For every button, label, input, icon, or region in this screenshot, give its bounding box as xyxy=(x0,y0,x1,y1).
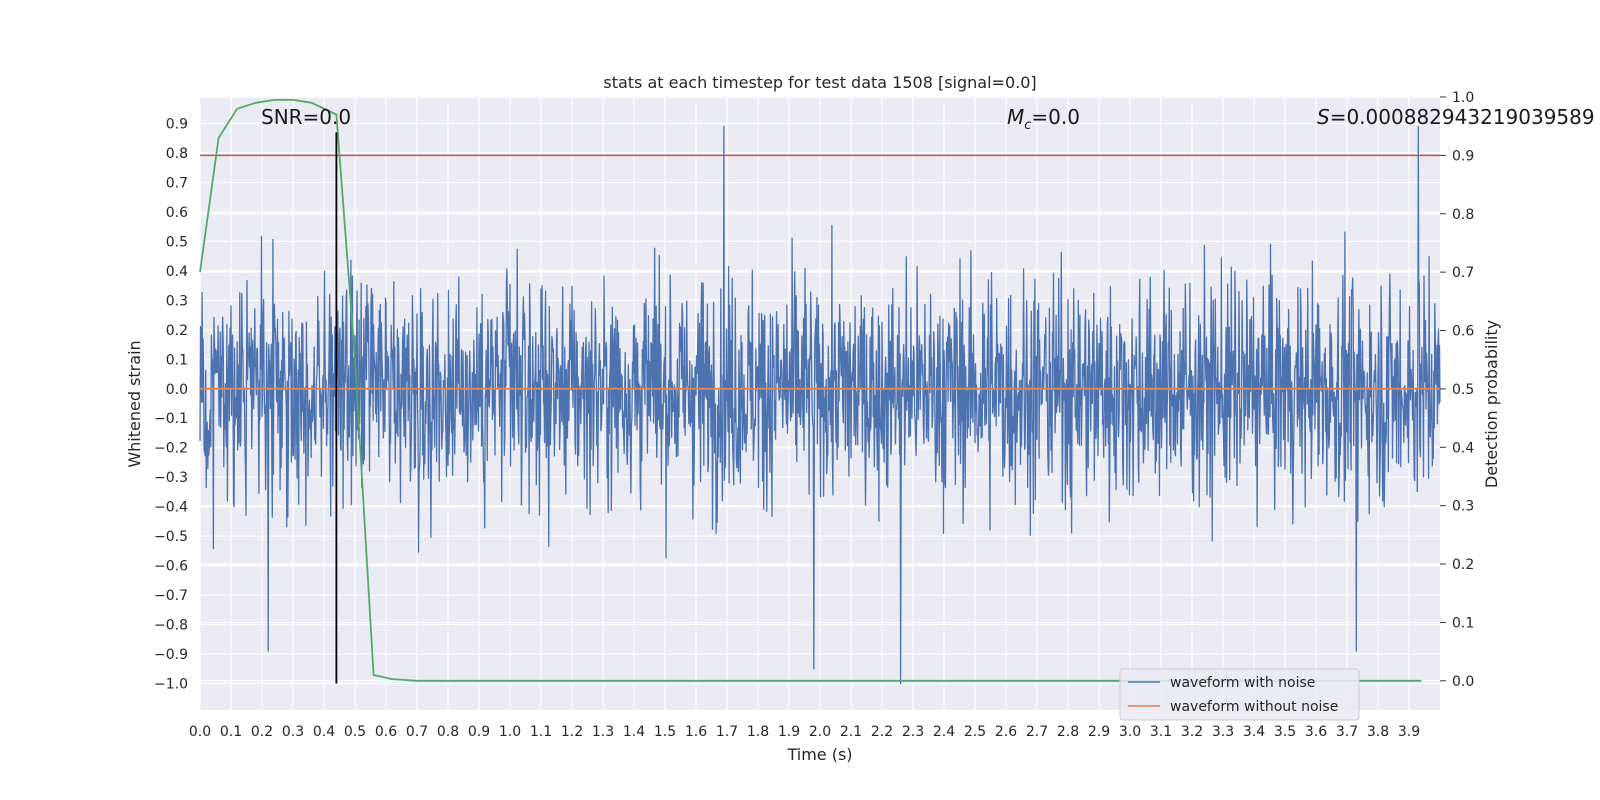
y-tick-label: −0.2 xyxy=(154,441,188,457)
x-tick-label: 2.2 xyxy=(871,724,893,740)
y-right-ticks: 1.0 0.9 0.8 0.7 0.6 0.5 0.4 0.3 0.2 0.1 0.0 xyxy=(1440,90,1474,690)
waveform-with-noise-series xyxy=(199,125,1441,685)
y-tick-label: 0.5 xyxy=(166,234,188,250)
y-tick-label: 0.4 xyxy=(166,264,188,280)
legend-box xyxy=(1119,668,1360,721)
x-tick-label: 0.0 xyxy=(189,724,211,740)
x-tick-label: 1.1 xyxy=(530,724,552,740)
x-tick-label: 2.6 xyxy=(995,724,1017,740)
y-axis-label: Whitened strain xyxy=(125,340,144,467)
x-tick-label: 0.9 xyxy=(468,724,490,740)
x-axis-label: Time (s) xyxy=(786,745,852,764)
y-tick-label: −0.6 xyxy=(154,559,188,575)
mc-symbol: M xyxy=(1007,105,1024,129)
legend-label-noise: waveform with noise xyxy=(1170,675,1315,691)
x-ticks: 0.0 0.1 0.2 0.3 0.4 0.5 0.6 0.7 0.8 0.9 1.0 1.1 1.2 1… xyxy=(189,724,1420,740)
y-tick-label: 0.8 xyxy=(166,146,188,162)
x-tick-label: 3.3 xyxy=(1212,724,1234,740)
x-tick-label: 0.7 xyxy=(406,724,428,740)
y-tick-label: −0.3 xyxy=(154,470,188,486)
x-tick-label: 0.6 xyxy=(375,724,397,740)
noise-waveform-line xyxy=(199,125,1441,685)
s-symbol: S xyxy=(1317,105,1330,129)
s-annotation: S=0.000882943219039589 xyxy=(1317,105,1595,129)
y-right-tick-label: 0.9 xyxy=(1452,148,1474,164)
y-right-tick-label: 0.8 xyxy=(1452,207,1474,223)
y-tick-label: 0.9 xyxy=(166,117,188,133)
y-right-tick-label: 0.1 xyxy=(1452,615,1474,631)
x-tick-label: 1.5 xyxy=(654,724,676,740)
y-tick-label: −0.4 xyxy=(154,500,188,516)
y-tick-label: −0.7 xyxy=(154,588,188,604)
y-tick-label: −1.0 xyxy=(154,676,188,692)
x-tick-label: 0.4 xyxy=(313,724,335,740)
legend: waveform with noise waveform without noi… xyxy=(1119,668,1360,721)
x-tick-label: 3.1 xyxy=(1150,724,1172,740)
x-tick-label: 1.7 xyxy=(716,724,738,740)
x-tick-label: 2.3 xyxy=(902,724,924,740)
y-ticks: 0.9 0.8 0.7 0.6 0.5 0.4 0.3 0.2 0.1 0.0 −0.1 −0.2 −0… xyxy=(154,117,188,693)
y-tick-label: −0.8 xyxy=(154,618,188,634)
x-tick-label: 3.2 xyxy=(1181,724,1203,740)
lines-layer xyxy=(199,99,1440,684)
y-right-axis-label: Detection probability xyxy=(1482,320,1501,488)
x-tick-label: 1.6 xyxy=(685,724,707,740)
x-tick-label: 1.0 xyxy=(499,724,521,740)
y-right-tick-label: 0.6 xyxy=(1452,324,1474,340)
detection-probability-line xyxy=(199,99,1422,682)
y-right-tick-label: 0.0 xyxy=(1452,674,1474,690)
x-tick-label: 1.9 xyxy=(778,724,800,740)
y-right-tick-label: 1.0 xyxy=(1452,90,1474,106)
x-tick-label: 2.9 xyxy=(1088,724,1110,740)
y-tick-label: −0.9 xyxy=(154,647,188,663)
mc-annotation: Mc=0.0 xyxy=(1007,105,1080,133)
mc-value: =0.0 xyxy=(1031,105,1080,129)
x-tick-label: 2.1 xyxy=(840,724,862,740)
x-tick-label: 3.0 xyxy=(1119,724,1141,740)
x-tick-label: 3.4 xyxy=(1243,724,1265,740)
x-tick-label: 0.2 xyxy=(251,724,273,740)
x-tick-label: 3.8 xyxy=(1367,724,1389,740)
y-right-tick-label: 0.5 xyxy=(1452,382,1474,398)
y-tick-label: 0.7 xyxy=(166,175,188,191)
x-tick-label: 3.7 xyxy=(1336,724,1358,740)
x-tick-label: 0.3 xyxy=(282,724,304,740)
y-right-tick-label: 0.4 xyxy=(1452,440,1474,456)
x-tick-label: 2.5 xyxy=(964,724,986,740)
x-tick-label: 3.9 xyxy=(1398,724,1420,740)
y-tick-label: 0.6 xyxy=(166,205,188,221)
chart-title: stats at each timestep for test data 150… xyxy=(603,73,1036,92)
y-tick-label: 0.2 xyxy=(166,323,188,339)
y-tick-label: −0.1 xyxy=(154,411,188,427)
x-tick-label: 3.6 xyxy=(1305,724,1327,740)
x-tick-label: 3.5 xyxy=(1274,724,1296,740)
x-tick-label: 1.2 xyxy=(561,724,583,740)
x-tick-label: 1.4 xyxy=(623,724,645,740)
y-tick-label: 0.0 xyxy=(166,382,188,398)
y-tick-label: −0.5 xyxy=(154,529,188,545)
x-tick-label: 0.5 xyxy=(344,724,366,740)
x-tick-label: 1.8 xyxy=(747,724,769,740)
x-tick-label: 2.7 xyxy=(1026,724,1048,740)
x-tick-label: 1.3 xyxy=(592,724,614,740)
snr-annotation: SNR=0.0 xyxy=(261,105,351,129)
y-tick-label: 0.3 xyxy=(166,293,188,309)
mc-subscript: c xyxy=(1024,118,1031,133)
y-tick-label: 0.1 xyxy=(166,352,188,368)
y-right-tick-label: 0.3 xyxy=(1452,499,1474,515)
x-tick-label: 2.0 xyxy=(809,724,831,740)
y-right-tick-label: 0.2 xyxy=(1452,557,1474,573)
x-tick-label: 0.8 xyxy=(437,724,459,740)
x-tick-label: 2.8 xyxy=(1057,724,1079,740)
y-right-tick-label: 0.7 xyxy=(1452,265,1474,281)
s-value: =0.000882943219039589 xyxy=(1330,105,1595,129)
legend-label-clean: waveform without noise xyxy=(1170,699,1338,715)
x-tick-label: 2.4 xyxy=(933,724,955,740)
x-tick-label: 0.1 xyxy=(220,724,242,740)
